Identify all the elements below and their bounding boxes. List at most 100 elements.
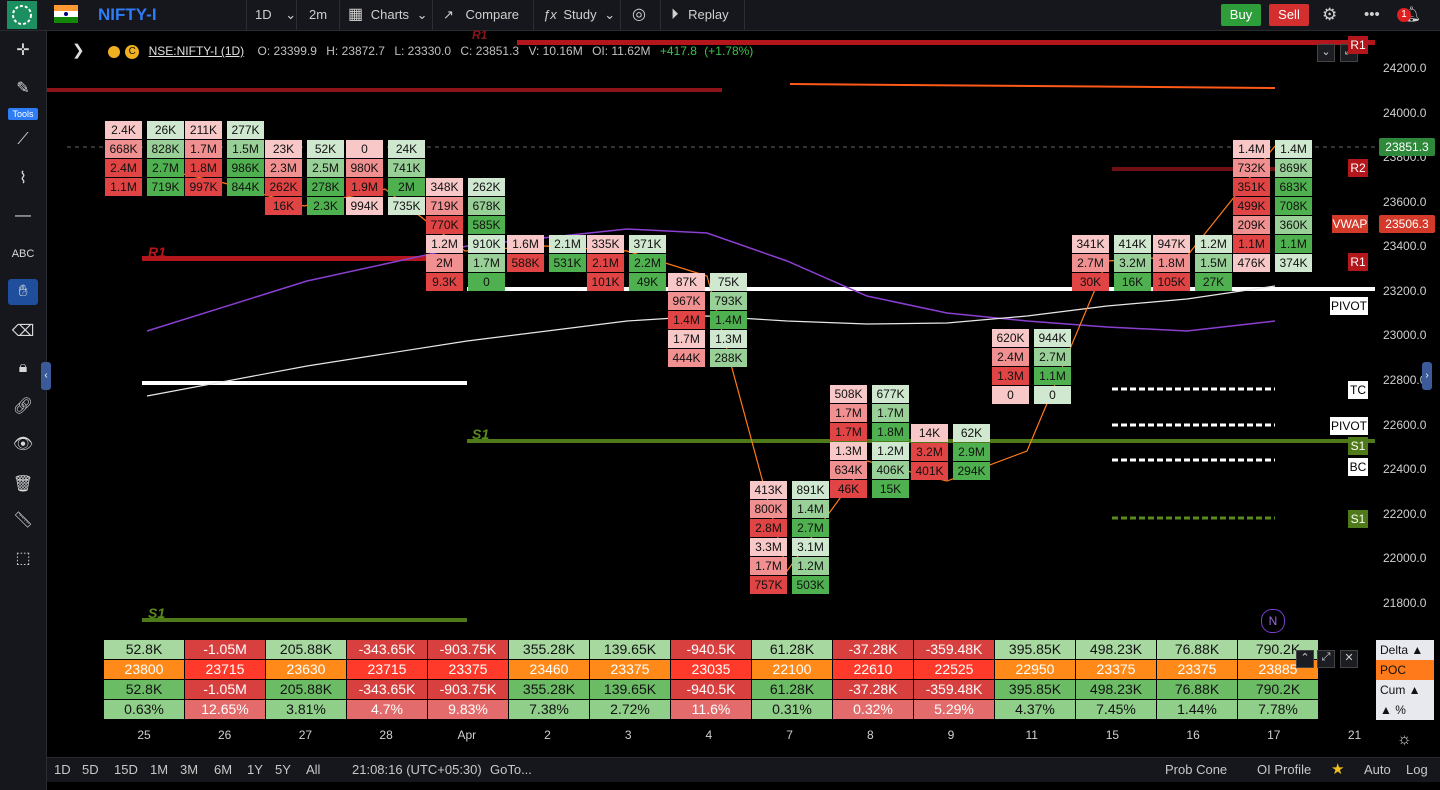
sell-volume-cell: 3.3M (750, 538, 787, 556)
buy-volume-cell: 2.7M (792, 519, 829, 537)
price-label: 22400.0 (1383, 462, 1427, 476)
sell-volume-cell: 2.4K (105, 121, 142, 139)
replay-button[interactable]: ⏵ Replay (671, 0, 729, 30)
charts-menu[interactable]: ▦ Charts ⌄ (348, 0, 428, 30)
more-icon[interactable]: ••• (1364, 6, 1380, 23)
poc-label[interactable]: POC (1376, 660, 1434, 680)
legend-volume: V: 10.16M (528, 44, 583, 58)
buy-volume-cell: 1.3M (710, 330, 747, 348)
buy-button[interactable]: Buy (1221, 4, 1261, 26)
pattern-icon[interactable]: ⌇ (19, 170, 27, 187)
buy-volume-cell: 678K (468, 197, 505, 215)
delta-cell: -903.75K (428, 640, 508, 659)
s1-tag-lower: S1 (1348, 510, 1368, 528)
date-label: Apr (457, 728, 477, 742)
goto-button[interactable]: GoTo... (490, 762, 532, 777)
eraser-icon[interactable]: ⌫ (11, 323, 35, 340)
link-icon[interactable]: 🔗︎ (12, 398, 34, 415)
pct-cell: 3.81% (266, 700, 346, 719)
trendline-icon[interactable]: ⟋ (17, 131, 29, 148)
cum-cell: 355.28K (509, 680, 589, 699)
sell-volume-cell: 732K (1233, 159, 1270, 177)
cum-cell: -940.5K (671, 680, 751, 699)
horizontal-line-icon[interactable]: — (15, 207, 31, 224)
sell-volume-cell: 401K (911, 462, 948, 480)
pct-cell: 5.29% (914, 700, 994, 719)
buy-volume-cell: 52K (307, 140, 344, 158)
instagram-icon[interactable]: ◎ (632, 6, 646, 23)
crosshair-icon[interactable]: ✛ (16, 42, 30, 59)
auto-scale-button[interactable]: Auto (1364, 762, 1391, 777)
cum-label[interactable]: Cum ▲ (1380, 683, 1421, 697)
interval-select[interactable]: 1D ⌄ (255, 0, 296, 30)
trash-icon[interactable]: 🗑︎ (12, 476, 34, 493)
n-badge[interactable]: N (1261, 609, 1285, 633)
range-6m[interactable]: 6M (214, 762, 233, 777)
collapse-sidebar-handle[interactable]: ‹ (41, 362, 51, 390)
date-label: 28 (379, 728, 393, 742)
legend-oi: OI: 11.62M (592, 44, 651, 58)
pct-cell: 4.7% (347, 700, 427, 719)
symbol-name[interactable]: NIFTY-I (98, 5, 157, 24)
s1-chart-label: S1 (472, 426, 490, 442)
date-label: 17 (1267, 728, 1281, 742)
price-axis[interactable]: 24200.0 24000.0 23800.0 23600.0 23400.0 … (1375, 31, 1440, 638)
collapse-pane-button[interactable]: ⌄ (1317, 44, 1335, 62)
range-15d[interactable]: 15D (114, 762, 138, 777)
text-tool-icon[interactable]: ABC (11, 248, 35, 260)
study-menu[interactable]: ƒx Study ⌄ (543, 0, 615, 30)
gear-icon[interactable]: ⚙ (1322, 5, 1338, 24)
pct-label[interactable]: ▲ % (1380, 703, 1406, 717)
buy-volume-cell: 719K (147, 178, 184, 196)
sell-button[interactable]: Sell (1269, 4, 1309, 26)
cum-cell: 205.88K (266, 680, 346, 699)
sell-volume-cell: 719K (426, 197, 463, 215)
price-label: 23000.0 (1383, 328, 1427, 342)
legend-pct: (+1.78%) (704, 44, 754, 58)
range-5y[interactable]: 5Y (275, 762, 291, 777)
date-axis[interactable]: 25 26 27 28 Apr 2 3 4 7 8 9 11 15 16 17 21 (47, 724, 1377, 746)
sell-volume-cell: 668K (105, 140, 142, 158)
range-1d[interactable]: 1D (54, 762, 71, 777)
log-scale-button[interactable]: Log (1406, 762, 1428, 777)
table-collapse-button[interactable]: ⌃ (1296, 650, 1314, 668)
compare-button[interactable]: ↗ Compare (443, 0, 519, 30)
poc-cell: 22610 (833, 660, 913, 679)
poc-cell: 23375 (1157, 660, 1237, 679)
screenshot-icon[interactable]: ⬚ (15, 550, 31, 567)
right-scroll-handle[interactable]: › (1422, 362, 1432, 390)
delta-cell: -359.48K (914, 640, 994, 659)
table-expand-button[interactable]: ⤢ (1317, 650, 1335, 668)
oi-profile-button[interactable]: OI Profile (1257, 762, 1312, 777)
prob-cone-button[interactable]: Prob Cone (1165, 762, 1228, 777)
range-5d[interactable]: 5D (82, 762, 99, 777)
buy-volume-cell: 944K (1034, 329, 1071, 347)
sub-interval-button[interactable]: 2m (309, 7, 328, 22)
sell-volume-cell: 1.3M (830, 442, 867, 460)
chart-canvas[interactable]: R1 R1 S1 S1 N 2.4K 668K 2.4M 1.1M 26K 828K 2.7… (47, 28, 1440, 638)
expand-legend-icon[interactable]: ❯ (72, 42, 85, 59)
star-icon[interactable]: ★ (1331, 761, 1345, 778)
sell-volume-cell: 0 (992, 386, 1029, 404)
buy-volume-cell: 3.1M (792, 538, 829, 556)
sell-volume-cell: 1.9M (346, 178, 383, 196)
eye-icon[interactable]: 👁︎ (12, 436, 34, 453)
app-logo-icon[interactable] (4, 0, 40, 30)
sell-volume-cell: 1.8M (185, 159, 222, 177)
pencil-icon[interactable]: ✎ (16, 80, 30, 97)
range-3m[interactable]: 3M (180, 762, 199, 777)
buy-volume-cell: 2M (388, 178, 425, 196)
delta-label[interactable]: Delta ▲ (1380, 643, 1424, 657)
legend-symbol[interactable]: NSE:NIFTY-I (1D) (148, 44, 245, 58)
theme-toggle-icon[interactable]: ☼ (1397, 731, 1412, 748)
pct-cell: 12.65% (185, 700, 265, 719)
ruler-icon[interactable]: 📏︎ (12, 512, 34, 529)
range-1y[interactable]: 1Y (247, 762, 263, 777)
range-all[interactable]: All (306, 762, 321, 777)
table-close-button[interactable]: ✕ (1340, 650, 1358, 668)
hand-pan-icon[interactable]: ✋︎ (8, 279, 38, 305)
range-1m[interactable]: 1M (150, 762, 169, 777)
buy-volume-cell: 1.1M (1034, 367, 1071, 385)
lock-icon[interactable]: 🔒︎ (18, 359, 28, 376)
price-label: 21800.0 (1383, 596, 1427, 610)
